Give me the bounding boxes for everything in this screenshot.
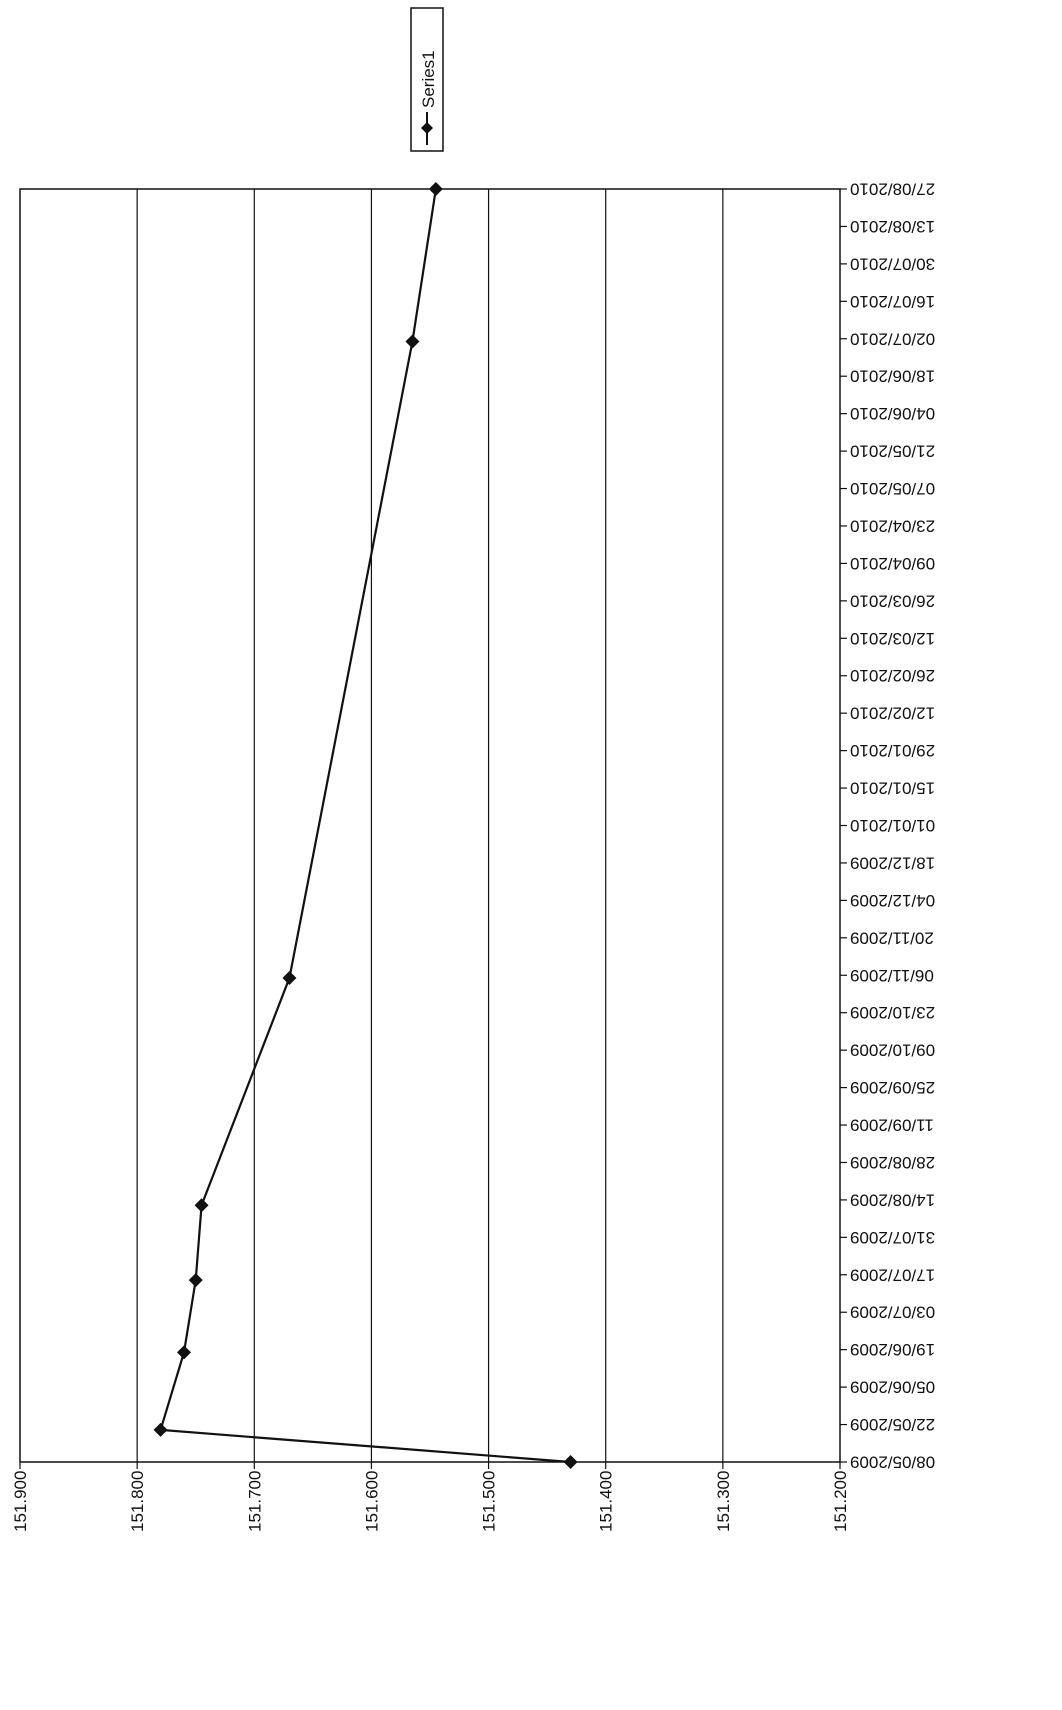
y-tick-label: 151.300 [714, 1471, 733, 1532]
x-axis: 08/05/2009 22/05/2009 05/06/2009 19/06/2009… [840, 180, 935, 1472]
x-tick-label: 15/01/2010 [850, 779, 935, 798]
x-tick-label: 04/12/2009 [850, 891, 935, 910]
plot-area [19, 188, 841, 1463]
x-tick-label: 31/07/2009 [850, 1228, 935, 1247]
x-tick-label: 17/07/2009 [850, 1265, 935, 1284]
data-point [405, 334, 420, 349]
data-point [194, 1198, 209, 1213]
x-tick-label: 01/01/2010 [850, 816, 935, 835]
x-tick-label: 03/07/2009 [850, 1303, 935, 1322]
y-tick-label: 151.600 [362, 1471, 381, 1532]
y-tick-label: 151.400 [597, 1471, 616, 1532]
x-tick-label: 27/08/2010 [850, 180, 935, 199]
x-tick-label: 13/08/2010 [850, 217, 935, 236]
legend: Series1 [410, 7, 444, 152]
x-tick-label: 14/08/2009 [850, 1190, 935, 1209]
y-axis: 151.900 151.800 151.700 151.600 151.500 151.4… [11, 1462, 850, 1532]
x-tick-label: 04/06/2010 [850, 404, 935, 423]
gridlines [136, 189, 724, 1462]
y-tick-label: 151.700 [245, 1471, 264, 1532]
x-tick-label: 06/11/2009 [850, 966, 934, 985]
x-tick-label: 22/05/2009 [850, 1415, 935, 1434]
data-point [563, 1455, 578, 1469]
data-point [282, 970, 297, 985]
x-tick-label: 02/07/2010 [850, 329, 935, 348]
series-markers [153, 182, 578, 1469]
data-point [177, 1345, 191, 1360]
x-tick-label: 30/07/2010 [850, 254, 935, 273]
series-line [159, 188, 571, 1464]
x-tick-label: 12/02/2010 [850, 704, 935, 723]
x-tick-label: 05/06/2009 [850, 1378, 935, 1397]
x-tick-label: 09/10/2009 [850, 1041, 935, 1060]
y-tick-label: 151.200 [831, 1471, 850, 1532]
x-tick-label: 21/05/2010 [850, 442, 935, 461]
x-tick-label: 23/10/2009 [850, 1003, 935, 1022]
x-tick-label: 09/04/2010 [850, 554, 935, 573]
x-tick-label: 07/05/2010 [850, 479, 935, 498]
data-point [153, 1422, 168, 1437]
x-tick-label: 26/03/2010 [850, 591, 935, 610]
legend-label: Series1 [419, 50, 438, 108]
x-tick-label: 12/03/2010 [850, 629, 935, 648]
x-tick-label: 20/11/2009 [850, 928, 934, 947]
x-tick-label: 18/06/2010 [850, 367, 935, 386]
x-tick-label: 28/08/2009 [850, 1153, 935, 1172]
x-tick-label: 16/07/2010 [850, 292, 935, 311]
x-tick-label: 19/06/2009 [850, 1340, 935, 1359]
y-tick-label: 151.900 [11, 1471, 30, 1532]
x-tick-label: 26/02/2010 [850, 666, 935, 685]
y-tick-label: 151.800 [128, 1471, 147, 1532]
x-tick-label: 11/09/2009 [850, 1116, 934, 1135]
x-tick-label: 08/05/2009 [850, 1453, 935, 1472]
y-tick-label: 151.500 [480, 1471, 499, 1532]
legend-marker [421, 122, 433, 134]
x-tick-label: 18/12/2009 [850, 853, 935, 872]
x-tick-label: 29/01/2010 [850, 741, 935, 760]
x-tick-label: 25/09/2009 [850, 1078, 935, 1097]
x-tick-label: 23/04/2010 [850, 516, 935, 535]
series-line-group [159, 188, 571, 1464]
data-point [188, 1273, 203, 1288]
data-point [428, 182, 443, 196]
